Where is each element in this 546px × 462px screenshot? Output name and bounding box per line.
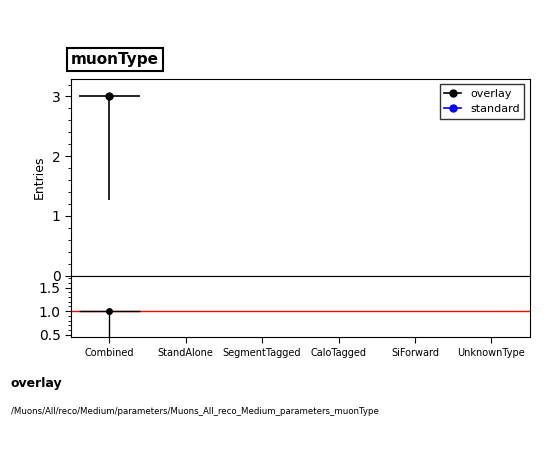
- Text: muonType: muonType: [71, 52, 159, 67]
- Y-axis label: Entries: Entries: [33, 155, 46, 199]
- Legend: overlay, standard: overlay, standard: [440, 84, 524, 119]
- Text: /Muons/All/reco/Medium/parameters/Muons_All_reco_Medium_parameters_muonType: /Muons/All/reco/Medium/parameters/Muons_…: [11, 407, 379, 415]
- Text: overlay: overlay: [11, 377, 63, 389]
